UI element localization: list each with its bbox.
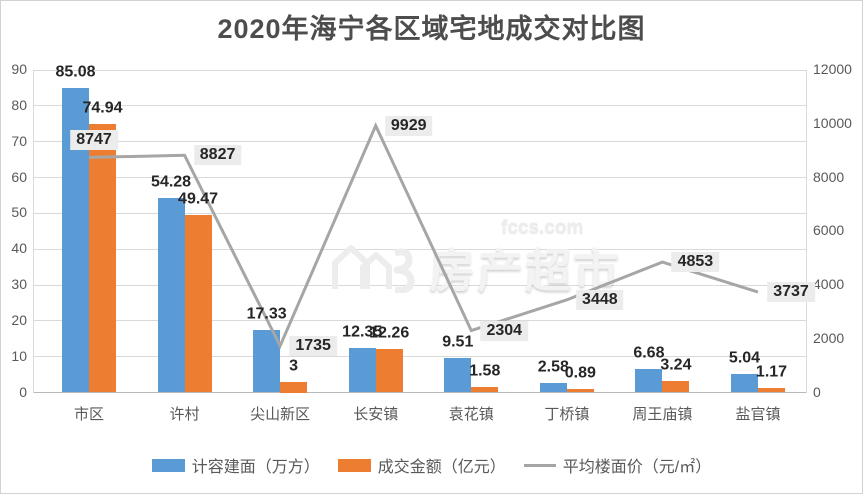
bar-transaction-amount-7 (757, 388, 785, 393)
y-axis-tick-right: 12000 (813, 61, 852, 77)
bar-transaction-amount-2 (280, 381, 308, 393)
bar-label-transaction-amount-5: 0.89 (564, 364, 596, 382)
bar-transaction-amount-5 (566, 389, 594, 393)
fccs-logo-icon (329, 239, 421, 298)
bar-label-floor-area-1: 54.28 (151, 173, 192, 191)
x-axis-label: 尖山新区 (250, 406, 311, 423)
y-axis-tick-right: 2000 (813, 329, 845, 346)
line-label-5: 3448 (576, 289, 624, 310)
y-axis-tick-left: 30 (11, 276, 27, 292)
legend: 计容建面（万方） 成交金额（亿元） 平均楼面价（元/㎡） (1, 453, 862, 477)
y-axis-tick-right: 10000 (813, 114, 852, 131)
x-axis-label: 周王庙镇 (632, 406, 693, 423)
gridline (34, 356, 806, 358)
legend-item-avg-floor-price: 平均楼面价（元/㎡） (523, 453, 712, 477)
bar-label-floor-area-5: 2.58 (537, 358, 569, 376)
gridline (34, 69, 806, 71)
y-axis-tick-right: 8000 (813, 168, 845, 185)
bar-transaction-amount-1 (184, 215, 212, 393)
bar-swatch-icon (151, 458, 185, 472)
bar-transaction-amount-6 (662, 380, 690, 393)
legend-label-transaction-amount: 成交金额（亿元） (377, 459, 506, 476)
y-axis-tick-left: 80 (11, 96, 27, 113)
y-axis-tick-left: 50 (11, 204, 27, 221)
y-axis-tick-left: 90 (11, 61, 27, 77)
line-swatch-icon (523, 463, 556, 467)
line-label-0: 8747 (70, 130, 118, 151)
bar-label-transaction-amount-7: 1.17 (755, 363, 788, 381)
y-axis-tick-left: 70 (11, 132, 27, 149)
y-axis-tick-left: 10 (11, 347, 27, 364)
y-axis-tick-left: 40 (11, 240, 27, 257)
legend-label-avg-floor-price: 平均楼面价（元/㎡） (562, 459, 712, 476)
bar-label-floor-area-2: 17.33 (246, 306, 287, 324)
x-axis-label: 盐官镇 (735, 406, 781, 423)
line-label-4: 2304 (480, 320, 529, 341)
bar-label-transaction-amount-6: 3.24 (660, 356, 692, 374)
chart-title: 2020年海宁各区域宅地成交对比图 (217, 14, 646, 44)
bar-label-floor-area-7: 5.04 (728, 350, 761, 368)
bar-label-floor-area-4: 9.51 (442, 334, 474, 352)
bar-transaction-amount-4 (471, 386, 499, 393)
line-label-7: 3737 (767, 282, 815, 303)
line-label-2: 1735 (289, 335, 337, 356)
watermark: fccs.com 房产超市 (329, 213, 621, 301)
bar-floor-area-6 (635, 368, 663, 393)
watermark-url: fccs.com (501, 217, 584, 238)
legend-item-floor-area: 计容建面（万方） (151, 453, 320, 477)
x-axis-label: 许村 (169, 406, 200, 423)
right-axis-line (806, 70, 807, 393)
y-axis-tick-right: 0 (813, 383, 821, 400)
y-axis-tick-left: 60 (11, 168, 27, 185)
bar-floor-area-5 (539, 383, 567, 393)
bar-floor-area-1 (157, 197, 185, 393)
legend-item-transaction-amount: 成交金额（亿元） (337, 453, 506, 477)
bar-transaction-amount-3 (375, 348, 403, 393)
gridline (34, 105, 806, 107)
bar-label-transaction-amount-2: 3 (289, 357, 299, 375)
y-axis-tick-right: 6000 (813, 222, 845, 239)
bar-floor-area-7 (730, 374, 758, 393)
bar-transaction-amount-0 (89, 123, 116, 393)
bar-label-transaction-amount-1: 49.47 (178, 190, 219, 208)
x-axis-label: 市区 (73, 406, 105, 423)
y-axis-tick-right: 4000 (813, 276, 845, 292)
x-axis-label: 长安镇 (353, 406, 399, 423)
legend-label-floor-area: 计容建面（万方） (191, 459, 320, 476)
bar-label-transaction-amount-0: 74.94 (82, 99, 123, 117)
bar-swatch-icon (337, 458, 371, 472)
x-axis-label: 袁花镇 (448, 406, 494, 423)
gridline (34, 320, 806, 322)
left-axis-line (33, 70, 34, 393)
gridline (34, 392, 806, 393)
y-axis-tick-left: 0 (19, 383, 27, 400)
bar-floor-area-4 (444, 358, 472, 393)
bar-floor-area-2 (253, 330, 281, 393)
gridline (34, 141, 806, 143)
x-axis-label: 丁桥镇 (544, 406, 590, 423)
bar-label-transaction-amount-4: 1.58 (469, 362, 501, 380)
bar-floor-area-3 (348, 348, 376, 393)
line-label-3: 9929 (384, 115, 433, 136)
y-axis-tick-left: 20 (11, 311, 27, 328)
bar-label-floor-area-0: 85.08 (55, 63, 96, 81)
bar-label-transaction-amount-3: 12.26 (369, 324, 410, 342)
line-label-6: 4853 (671, 252, 720, 273)
gridline (34, 177, 806, 178)
line-label-1: 8827 (193, 145, 242, 166)
